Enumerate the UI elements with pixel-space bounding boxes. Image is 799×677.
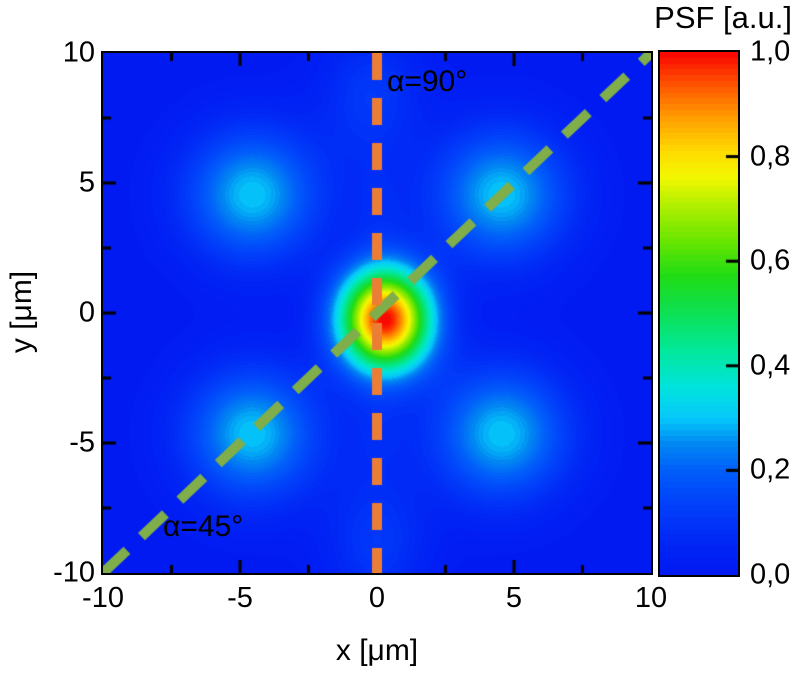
colorbar-canvas [660,52,738,575]
x-tick-label: -5 [227,582,253,614]
colorbar [658,50,740,577]
colorbar-title: PSF [a.u.] [654,0,792,35]
psf-heatmap-canvas [103,53,651,573]
colorbar-tick-label: 0,0 [750,558,791,591]
colorbar-tick-label: 0,6 [750,244,791,277]
y-tick-label: 5 [78,166,95,199]
y-tick-label: -5 [69,426,95,459]
x-tick-label: 5 [505,582,523,614]
y-tick-label: 0 [78,296,95,329]
colorbar-tick-label: 1,0 [750,35,791,68]
alpha-45-label: α=45° [163,510,244,543]
x-tick-label: -10 [82,582,124,614]
colorbar-tick-label: 0,2 [750,453,791,486]
x-tick-label: 0 [368,582,386,614]
colorbar-tick-label: 0,8 [750,140,791,173]
y-tick-label: 10 [62,36,95,69]
alpha-90-label: α=90° [387,65,468,98]
x-tick-label: 10 [634,582,668,614]
y-tick-label: -10 [53,556,95,589]
plot-area: α=90° α=45° [101,51,653,575]
colorbar-tick-label: 0,4 [750,349,791,382]
x-axis-title: x [μm] [335,634,419,667]
